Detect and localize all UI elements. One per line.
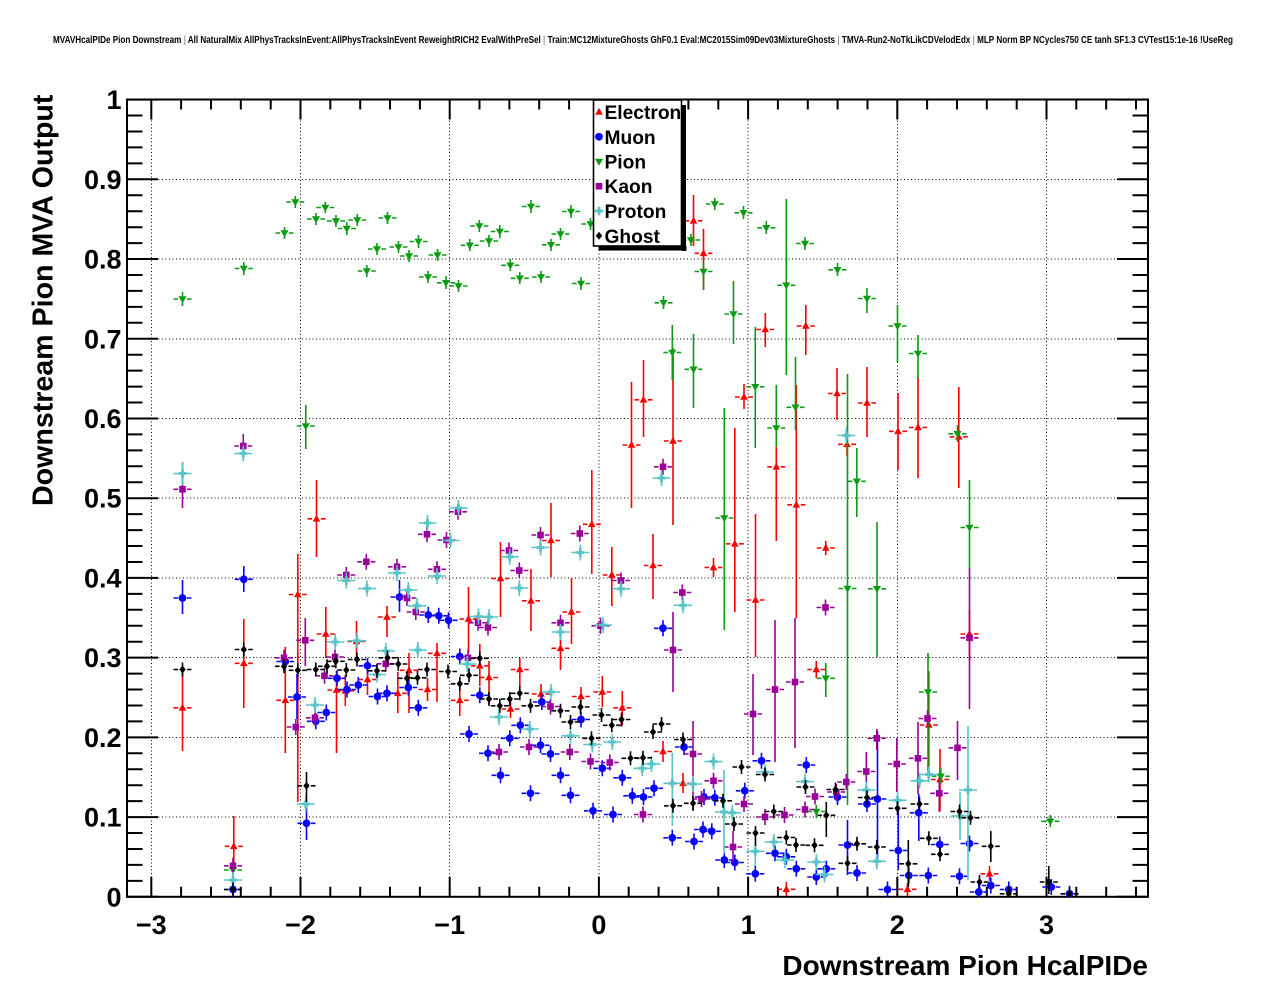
svg-text:Proton: Proton xyxy=(605,202,667,223)
svg-text:0.5: 0.5 xyxy=(84,484,122,514)
svg-text:−1: −1 xyxy=(434,910,465,940)
svg-text:0.4: 0.4 xyxy=(84,563,122,593)
svg-text:Kaon: Kaon xyxy=(605,177,653,198)
svg-text:1: 1 xyxy=(741,910,756,940)
svg-text:Electron: Electron xyxy=(605,103,682,124)
svg-text:Downstream Pion MVA Output: Downstream Pion MVA Output xyxy=(28,94,60,506)
svg-text:Pion: Pion xyxy=(605,153,647,174)
svg-text:2: 2 xyxy=(890,910,905,940)
svg-text:0.6: 0.6 xyxy=(84,404,122,434)
svg-text:0.1: 0.1 xyxy=(84,803,122,833)
svg-text:1: 1 xyxy=(106,85,121,115)
svg-text:3: 3 xyxy=(1039,910,1054,940)
svg-text:0.8: 0.8 xyxy=(84,245,122,275)
svg-text:−3: −3 xyxy=(136,910,167,940)
svg-text:0.3: 0.3 xyxy=(84,643,122,673)
svg-text:MVAVHcalPIDe Pion Downstream |: MVAVHcalPIDe Pion Downstream | All Natur… xyxy=(53,35,1233,46)
svg-text:0.7: 0.7 xyxy=(84,324,122,354)
svg-text:0: 0 xyxy=(106,882,121,912)
svg-text:0.2: 0.2 xyxy=(84,723,122,753)
svg-text:Ghost: Ghost xyxy=(605,227,661,248)
svg-text:0.9: 0.9 xyxy=(84,165,122,195)
svg-text:−2: −2 xyxy=(285,910,316,940)
svg-text:Downstream Pion HcalPIDe: Downstream Pion HcalPIDe xyxy=(782,950,1148,981)
svg-text:Muon: Muon xyxy=(605,128,656,149)
svg-text:0: 0 xyxy=(591,910,606,940)
